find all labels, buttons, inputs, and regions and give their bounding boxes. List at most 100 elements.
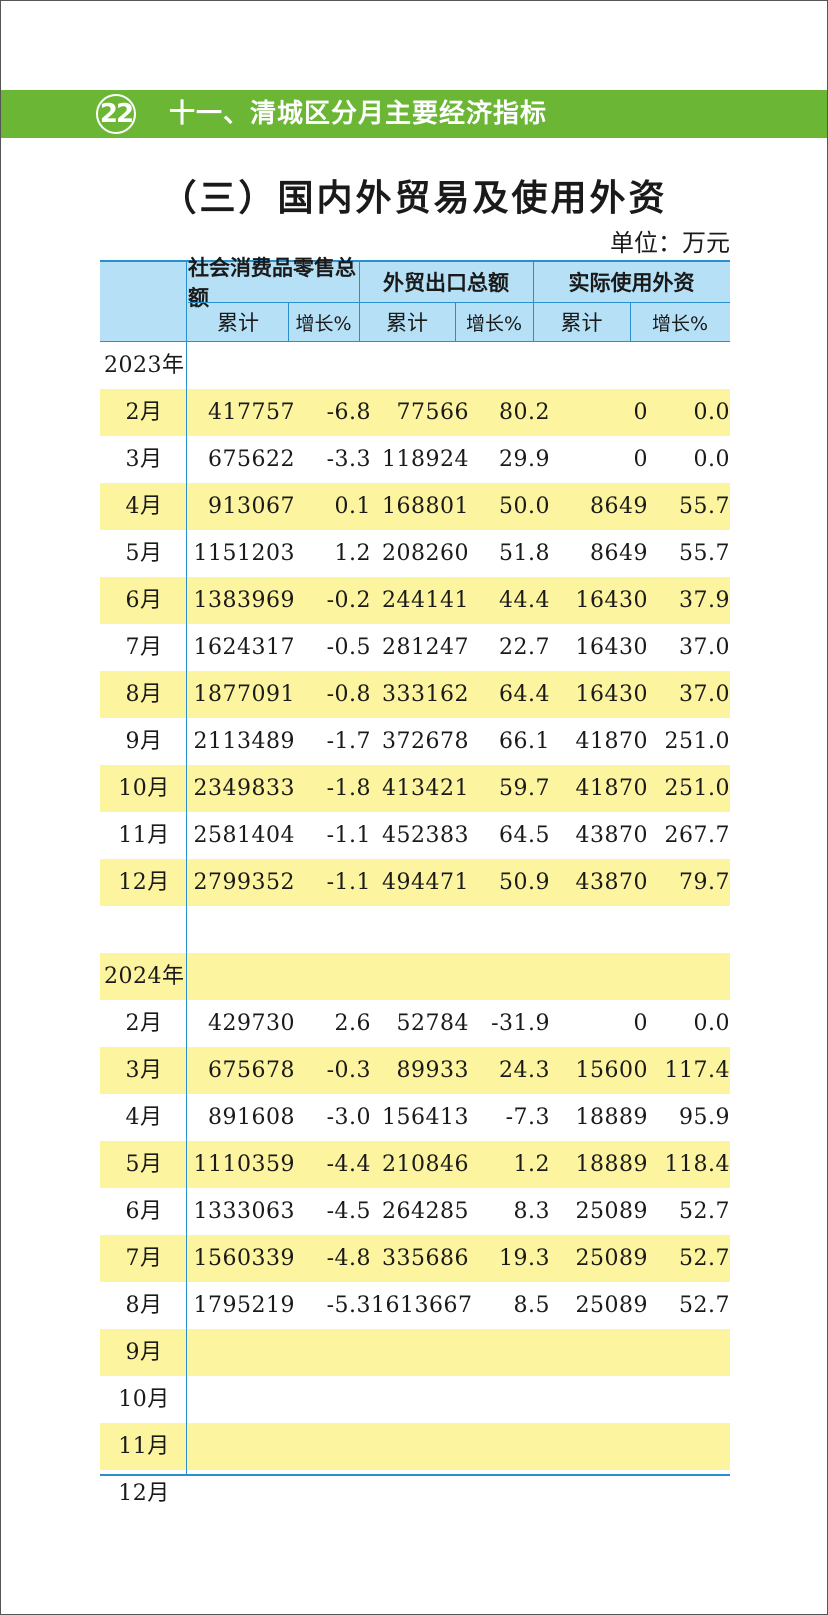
table-row: 4月 913067 0.1 168801 50.0 8649 55.7	[100, 483, 730, 530]
table-cell: 2113489	[193, 729, 295, 754]
table-cell: -3.0	[326, 1105, 371, 1130]
table-cell: 1877091	[193, 682, 295, 707]
header-divider	[533, 262, 534, 342]
table-row: 5月 1151203 1.2 208260 51.8 8649 55.7	[100, 530, 730, 577]
table-cell: 0.1	[334, 494, 371, 519]
table-row: 3月 675622 -3.3 118924 29.9 0 0.0	[100, 436, 730, 483]
table-cell: 44.4	[499, 588, 550, 613]
table-cell	[188, 1470, 295, 1517]
column-header-cumulative: 累计	[386, 311, 428, 335]
table-cell: 8.3	[513, 1199, 550, 1224]
table-cell: 8649	[590, 541, 648, 566]
spacer-row	[100, 906, 730, 953]
table-row: 6月 1333063 -4.5 264285 8.3 25089 52.7	[100, 1188, 730, 1235]
table-cell: 1151203	[193, 541, 295, 566]
table-cell	[469, 1376, 550, 1423]
table-cell: 118.4	[664, 1152, 730, 1177]
column-header-growth: 增长%	[295, 312, 352, 335]
table-cell: 2581404	[193, 823, 295, 848]
table-cell: -0.3	[326, 1058, 371, 1083]
table-cell: 494471	[382, 870, 469, 895]
table-cell	[469, 1329, 550, 1376]
table-cell	[469, 1470, 550, 1517]
table-cell: 1110359	[193, 1152, 295, 1177]
section-banner: 22 十一、清城区分月主要经济指标	[1, 90, 827, 138]
header-bottom-rule	[100, 341, 730, 342]
table-header: 社会消费品零售总额 外贸出口总额 实际使用外资 累计 增长% 累计 增长% 累计…	[100, 256, 730, 342]
table-cell: 8649	[590, 494, 648, 519]
table-cell: 19.3	[499, 1246, 550, 1271]
table-cell: 77566	[396, 400, 469, 425]
table-cell: -0.8	[326, 682, 371, 707]
table-cell: 1560339	[193, 1246, 295, 1271]
table-cell: -1.1	[326, 870, 371, 895]
header-divider	[455, 302, 456, 342]
month-label: 11月	[118, 823, 170, 848]
table-cell: 1.2	[334, 541, 371, 566]
table-row: 2月 417757 -6.8 77566 80.2 0 0.0	[100, 389, 730, 436]
table-cell: 43870	[575, 823, 648, 848]
header-divider	[359, 262, 360, 342]
table-cell	[648, 1423, 730, 1470]
table-cell: 429730	[208, 1011, 295, 1036]
table-cell: 16430	[575, 682, 648, 707]
table-row: 8月 1877091 -0.8 333162 64.4 16430 37.0	[100, 671, 730, 718]
table-cell: 79.7	[679, 870, 730, 895]
month-label: 5月	[125, 1152, 163, 1177]
table-row: 10月	[100, 1376, 730, 1423]
table-cell	[469, 1423, 550, 1470]
table-cell: 251.0	[664, 729, 730, 754]
table-cell: 18889	[575, 1105, 648, 1130]
table-cell: 59.7	[499, 776, 550, 801]
table-cell: 80.2	[499, 400, 550, 425]
table-cell: 168801	[382, 494, 469, 519]
table-cell: 1624317	[193, 635, 295, 660]
table-cell: 2799352	[193, 870, 295, 895]
table-cell: -0.5	[326, 635, 371, 660]
month-label: 10月	[118, 1387, 170, 1412]
month-label: 2月	[125, 400, 163, 425]
year-row: 2024年	[100, 953, 730, 1000]
table-row: 12月	[100, 1470, 730, 1517]
table-cell	[188, 1329, 295, 1376]
month-label: 4月	[125, 494, 163, 519]
column-group-foreign-investment: 实际使用外资	[568, 271, 695, 295]
table-cell	[371, 1329, 469, 1376]
month-label: 3月	[125, 447, 163, 472]
section-title: 十一、清城区分月主要经济指标	[169, 99, 548, 129]
table-cell: 417757	[208, 400, 295, 425]
table-cell: 25089	[575, 1293, 648, 1318]
table-cell	[295, 1470, 371, 1517]
table-cell: 18889	[575, 1152, 648, 1177]
table-cell	[295, 1376, 371, 1423]
table-cell: 1383969	[193, 588, 295, 613]
table-bottom-rule	[100, 1474, 730, 1476]
table-cell: 118924	[382, 447, 469, 472]
header-divider	[630, 302, 631, 342]
table-cell: 52.7	[679, 1293, 730, 1318]
table-row: 10月 2349833 -1.8 413421 59.7 41870 251.0	[100, 765, 730, 812]
table-cell: 244141	[382, 588, 469, 613]
table-cell: 675622	[208, 447, 295, 472]
table-row: 11月 2581404 -1.1 452383 64.5 43870 267.7	[100, 812, 730, 859]
table-cell: 0.0	[693, 1011, 730, 1036]
table-cell: -0.2	[326, 588, 371, 613]
table-row: 4月 891608 -3.0 156413 -7.3 18889 95.9	[100, 1094, 730, 1141]
table-cell: 264285	[382, 1199, 469, 1224]
table-cell: -1.1	[326, 823, 371, 848]
table-cell	[550, 1423, 648, 1470]
table-cell: 891608	[208, 1105, 295, 1130]
table-cell: -4.5	[326, 1199, 371, 1224]
table-cell	[648, 1329, 730, 1376]
table-row: 5月 1110359 -4.4 210846 1.2 18889 118.4	[100, 1141, 730, 1188]
table-cell: 41870	[575, 729, 648, 754]
table-cell: 208260	[382, 541, 469, 566]
table-cell: 210846	[382, 1152, 469, 1177]
table-cell: -5.3	[326, 1293, 371, 1318]
table-cell: 16430	[575, 635, 648, 660]
table-cell: -3.3	[326, 447, 371, 472]
table-cell: 2349833	[193, 776, 295, 801]
month-label: 3月	[125, 1058, 163, 1083]
table-cell	[550, 1329, 648, 1376]
table-cell: 25089	[575, 1246, 648, 1271]
